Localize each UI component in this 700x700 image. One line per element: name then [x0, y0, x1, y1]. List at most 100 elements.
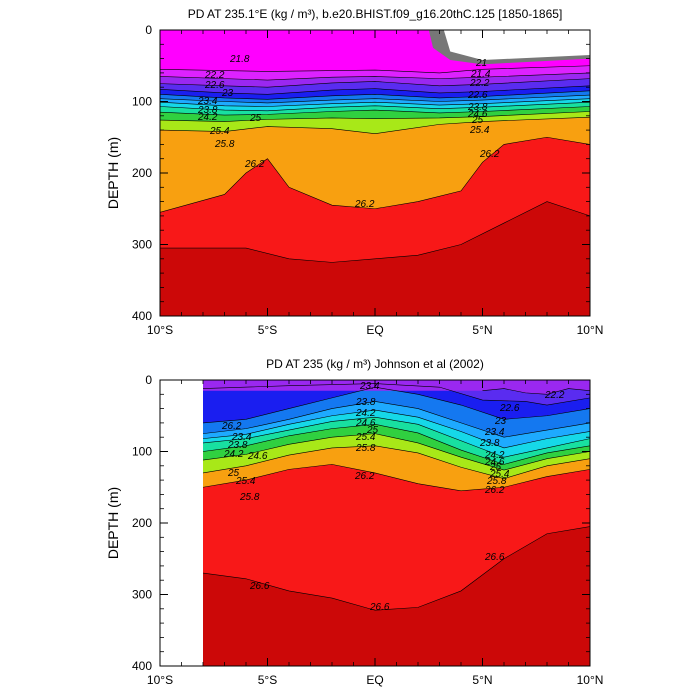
- contour-label: 26.6: [249, 581, 270, 592]
- contour-label: 23.8: [197, 105, 218, 116]
- isopycnal-25.8: [202, 445, 590, 479]
- contour-label: 24.2: [197, 112, 218, 123]
- isopycnal-24.6: [160, 101, 590, 112]
- contour-field: [160, 30, 590, 316]
- x-tick-label: 5°S: [258, 673, 277, 687]
- contour-label: 23.4: [231, 432, 252, 443]
- contour-label: 23.8: [227, 440, 248, 451]
- contour-label: 21.8: [229, 54, 250, 65]
- contour-label: 25.4: [209, 126, 230, 137]
- isopycnal-22.6: [160, 78, 590, 88]
- contour-label: 21.4: [470, 69, 491, 80]
- x-tick-label: 10°N: [577, 673, 604, 687]
- y-tick-label: 0: [145, 373, 152, 387]
- contour-field: [202, 380, 590, 666]
- x-tick-label: EQ: [366, 323, 383, 337]
- contour-label: 23.8: [467, 102, 488, 113]
- contour-label: 25.8: [355, 443, 376, 454]
- contour-label: 23.8: [355, 397, 376, 408]
- isopycnal-25: [160, 106, 590, 116]
- contour-label: 26.2: [479, 149, 500, 160]
- contour-label: 24.6: [467, 109, 488, 120]
- isopycnal-24.2: [160, 98, 590, 107]
- contour-label: 25.8: [239, 492, 260, 503]
- isopycnal-26.2: [160, 136, 590, 213]
- contour-label: 23.8: [479, 438, 500, 449]
- contour-label: 25.4: [235, 476, 256, 487]
- contour-label: 24.2: [484, 450, 505, 461]
- y-axis-label: DEPTH (m): [105, 137, 121, 209]
- x-tick-label: 5°S: [258, 323, 277, 337]
- contour-label: 22.2: [204, 70, 225, 81]
- y-tick-label: 0: [145, 23, 152, 37]
- contour-label: 25.8: [486, 476, 507, 487]
- isopycnal-24.6: [202, 416, 590, 458]
- lightest-surface-water: [443, 30, 590, 61]
- contour-label: 26.2: [354, 199, 375, 210]
- contour-label: 24.2: [355, 408, 376, 419]
- contour-label: 23: [221, 88, 234, 99]
- isopycnal-25.4: [202, 433, 590, 471]
- x-tick-label: 5°N: [472, 673, 492, 687]
- contour-label: 26.6: [369, 602, 390, 613]
- contour-label: 23.4: [197, 96, 218, 107]
- x-tick-label: 5°N: [472, 323, 492, 337]
- contour-label: 25: [249, 113, 262, 124]
- y-tick-label: 100: [132, 95, 152, 109]
- contour-label: 24.2: [223, 449, 244, 460]
- density-band-22.6: [203, 380, 590, 395]
- contour-label: 22.6: [204, 80, 225, 91]
- isopycnal-25.8: [160, 116, 590, 134]
- contour-label: 25.4: [489, 469, 510, 480]
- x-tick-label: 10°N: [577, 323, 604, 337]
- x-tick-label: EQ: [366, 673, 383, 687]
- isopycnal-23: [202, 383, 590, 406]
- isopycnal-23.8: [160, 94, 590, 104]
- contour-label: 24.6: [247, 451, 268, 462]
- isopycnal-22.6: [482, 388, 590, 395]
- isopycnal-22.2: [160, 72, 590, 81]
- y-tick-label: 200: [132, 166, 152, 180]
- contour-label: 24.6: [484, 457, 505, 468]
- contour-label: 26.2: [221, 421, 242, 432]
- y-tick-label: 100: [132, 445, 152, 459]
- isopycnal-23.4: [202, 386, 590, 424]
- contour-label: 26.6: [484, 552, 505, 563]
- isopycnal-26.6: [160, 201, 590, 263]
- isopycnal-25.4: [160, 111, 590, 122]
- chart-title: PD AT 235.1°E (kg / m³), b.e20.BHIST.f09…: [188, 7, 563, 21]
- contour-label: 25.8: [214, 139, 235, 150]
- contour-label: 22.6: [499, 403, 520, 414]
- isopycnal-26.6: [202, 526, 590, 611]
- contour-label: 25: [471, 115, 484, 126]
- contour-label: 23.4: [484, 427, 505, 438]
- contour-label: 26.2: [354, 471, 375, 482]
- contour-label: 23: [494, 416, 507, 427]
- contour-label: 24.6: [355, 418, 376, 429]
- y-tick-label: 400: [132, 659, 152, 673]
- contour-label: 25: [227, 468, 240, 479]
- y-tick-label: 300: [132, 238, 152, 252]
- chart-title: PD AT 235 (kg / m³) Johnson et al (2002): [266, 357, 484, 371]
- contour-label: 22.2: [544, 390, 565, 401]
- isopycnal-24.2: [202, 409, 590, 449]
- isopycnal-23: [160, 85, 590, 95]
- contour-label: 25.4: [355, 432, 376, 443]
- contour-label: 26.2: [244, 159, 265, 170]
- y-tick-label: 400: [132, 309, 152, 323]
- contour-label: 21: [475, 58, 487, 69]
- contour-label: 22.6: [467, 90, 488, 101]
- isopycnal-26.2: [202, 464, 590, 492]
- panel-2: 23.423.824.224.62525.425.822.222.62323.4…: [105, 357, 603, 687]
- isopycnal-23.8: [202, 401, 590, 438]
- contour-label: 26.2: [484, 485, 505, 496]
- x-tick-label: 10°S: [147, 673, 173, 687]
- isopycnal-25: [202, 424, 590, 465]
- y-axis-label: DEPTH (m): [105, 487, 121, 559]
- contour-label: 22.2: [469, 78, 490, 89]
- isopycnal-21.8: [160, 65, 590, 74]
- contour-label: 25: [366, 425, 379, 436]
- y-tick-label: 200: [132, 516, 152, 530]
